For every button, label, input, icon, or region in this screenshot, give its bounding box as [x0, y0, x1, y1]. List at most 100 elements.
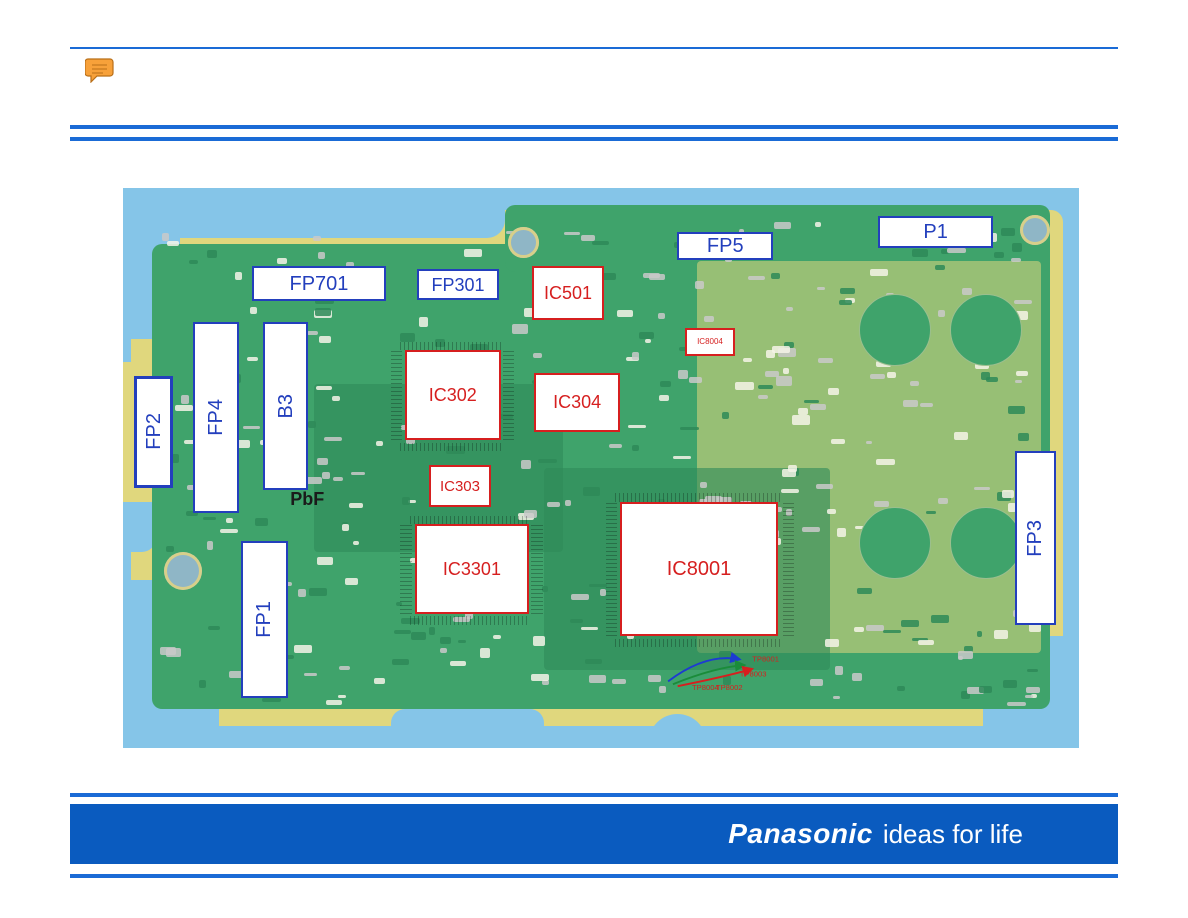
smd: [883, 630, 900, 633]
smd: [166, 546, 173, 552]
smd: [493, 635, 501, 639]
callout-ic3301: IC3301: [415, 524, 530, 614]
smd: [1015, 380, 1022, 383]
smd: [776, 376, 792, 385]
smd: [175, 405, 193, 411]
smd: [802, 527, 820, 532]
smd: [695, 281, 705, 289]
smd: [533, 636, 545, 645]
smd: [1011, 258, 1021, 261]
callout-fp4: FP4: [193, 322, 239, 512]
pins-ic8001-r: [783, 502, 794, 636]
smd: [962, 288, 971, 294]
smd: [765, 371, 779, 377]
smd: [592, 241, 609, 245]
smd: [571, 594, 589, 600]
smd: [342, 524, 349, 532]
label-fp301: FP301: [432, 276, 485, 294]
pins-ic302-top: [400, 342, 500, 350]
smd: [317, 458, 328, 465]
callout-fp2: FP2: [134, 376, 172, 488]
smd: [835, 666, 843, 675]
smd: [766, 350, 775, 358]
smd: [920, 403, 932, 407]
board-notch-tr: [821, 188, 917, 205]
smd: [639, 332, 654, 339]
pins-ic8001-l: [606, 502, 617, 636]
label-ic3301: IC3301: [443, 560, 501, 578]
smd: [189, 260, 198, 264]
smd: [512, 324, 529, 333]
smd: [854, 627, 863, 632]
smd: [781, 489, 799, 493]
smd: [938, 498, 948, 503]
smd: [617, 310, 632, 317]
capacitor-1: [950, 294, 1022, 366]
smd: [208, 626, 220, 629]
smd: [837, 528, 846, 537]
smd: [207, 250, 216, 258]
smd: [235, 272, 242, 280]
smd: [887, 372, 895, 378]
smd: [247, 357, 257, 361]
board-notch-bot-mid: [391, 709, 544, 748]
svg-text:TP8001: TP8001: [752, 654, 779, 663]
smd: [585, 659, 602, 665]
smd: [774, 222, 791, 229]
capacitor-3: [950, 507, 1022, 579]
smd: [589, 675, 605, 682]
smd: [531, 674, 549, 681]
pins-ic3301-bot: [410, 616, 530, 624]
smd: [628, 425, 646, 429]
smd: [833, 696, 840, 699]
smd: [870, 374, 885, 379]
board-notch-tl: [123, 188, 505, 238]
smd: [1008, 406, 1026, 414]
label-fp2: FP2: [144, 413, 164, 450]
smd: [935, 265, 945, 270]
smd: [1027, 669, 1038, 673]
smd: [480, 648, 490, 657]
label-ic501: IC501: [544, 284, 592, 302]
smd: [700, 482, 707, 488]
smd: [440, 637, 451, 643]
pins-ic3301-l: [400, 524, 411, 614]
smd: [810, 679, 823, 685]
label-ic8004: IC8004: [697, 338, 723, 346]
smd: [602, 273, 616, 280]
smd: [250, 307, 257, 314]
smd: [400, 333, 414, 341]
label-p1: P1: [923, 222, 947, 242]
smd: [207, 541, 213, 550]
smd: [315, 308, 332, 315]
label-fp4: FP4: [206, 399, 226, 436]
smd: [589, 584, 607, 587]
smd: [926, 511, 936, 514]
pins-ic8001-top: [615, 493, 782, 501]
smd: [994, 252, 1004, 257]
callout-ic8001: IC8001: [620, 502, 778, 636]
smd: [317, 557, 333, 565]
smd: [810, 404, 827, 410]
smd: [162, 233, 169, 241]
smd: [542, 680, 549, 685]
smd: [332, 396, 339, 401]
smd: [394, 630, 411, 635]
smd: [1018, 433, 1029, 442]
callout-fp301: FP301: [417, 269, 498, 300]
pins-ic302-r: [503, 350, 514, 440]
smd: [986, 377, 998, 382]
smd: [277, 258, 287, 264]
footer-band: Panasonic ideas for life: [70, 804, 1118, 864]
smd: [307, 331, 318, 335]
smd: [643, 273, 660, 278]
smd: [958, 651, 973, 659]
smd: [673, 456, 692, 459]
smd: [309, 588, 327, 597]
capacitor-0: [859, 294, 931, 366]
smd: [901, 620, 918, 627]
smd: [918, 640, 935, 645]
smd: [947, 248, 966, 253]
smd: [1001, 228, 1015, 236]
smd: [564, 232, 580, 235]
